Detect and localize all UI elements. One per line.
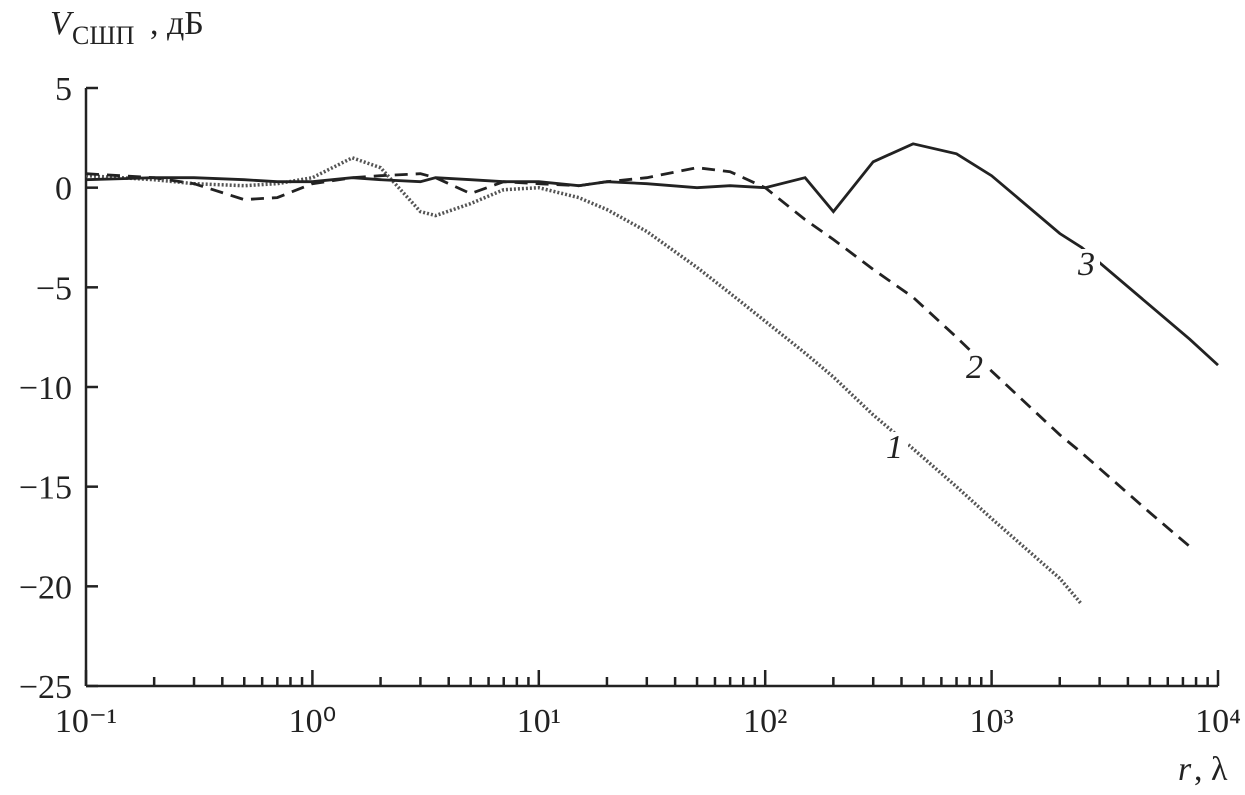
y-tick-label: −10 <box>19 370 72 407</box>
y-label-subscript: СШП <box>72 21 135 50</box>
y-tick-label: 5 <box>55 71 72 108</box>
x-tick-label: 10³ <box>969 703 1013 740</box>
label-gap <box>956 352 988 388</box>
series-line <box>85 166 1191 548</box>
curve-label: 3 <box>1077 246 1095 283</box>
x-tick-label: 10² <box>743 703 787 740</box>
series-line <box>85 142 1219 367</box>
x-label-unit: , λ <box>1194 751 1228 788</box>
y-tick-label: 0 <box>55 171 72 208</box>
series-line <box>85 155 1084 606</box>
x-tick-label: 10⁻¹ <box>55 703 117 740</box>
y-tick-label: −25 <box>19 669 72 706</box>
y-tick-label: −20 <box>19 569 72 606</box>
curve-label: 1 <box>886 429 903 466</box>
x-tick-label: 10⁰ <box>289 703 337 740</box>
label-gap <box>1068 249 1100 285</box>
x-tick-label: 10⁴ <box>1195 703 1241 740</box>
y-tick-label: −5 <box>36 270 72 307</box>
y-tick-label: −15 <box>19 470 72 507</box>
y-label-unit: , дБ <box>150 5 204 42</box>
label-gap <box>876 432 908 468</box>
curve-label: 2 <box>966 349 983 386</box>
x-tick-label: 10¹ <box>517 703 561 740</box>
x-label-symbol: r <box>1178 751 1192 788</box>
